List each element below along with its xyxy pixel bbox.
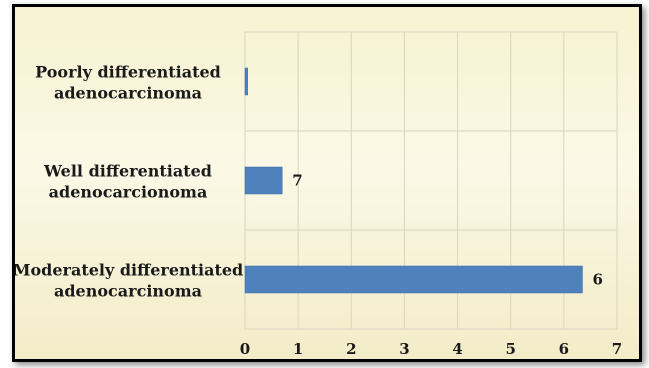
category-labels: Poorly differentiated adenocarcinoma Well … <box>15 63 243 301</box>
data-label: 7 <box>292 172 302 190</box>
x-tick-labels: 0 1 2 3 4 5 6 7 <box>240 340 622 358</box>
category-label: Moderately differentiated <box>15 261 243 280</box>
bar <box>244 166 283 195</box>
x-tick-label: 0 <box>240 340 250 358</box>
chart-frame: Poorly differentiated adenocarcinoma Well … <box>12 4 642 362</box>
category-label: adenocarcinoma <box>54 282 202 301</box>
category-label: Poorly differentiated <box>35 63 221 82</box>
x-tick-label: 5 <box>505 340 515 358</box>
x-tick-label: 1 <box>293 340 303 358</box>
bars <box>244 67 583 294</box>
grid-lines <box>244 31 618 330</box>
x-tick-label: 3 <box>399 340 409 358</box>
x-tick-label: 2 <box>346 340 356 358</box>
bar <box>244 67 248 96</box>
x-tick-label: 7 <box>612 340 622 358</box>
bar <box>244 265 583 294</box>
category-label: adenocarcionoma <box>49 183 208 202</box>
x-tick-label: 4 <box>452 340 462 358</box>
category-label: Well differentiated <box>43 162 212 181</box>
category-label: adenocarcinoma <box>54 84 202 103</box>
data-label: 6 <box>592 271 602 289</box>
bar-chart: Poorly differentiated adenocarcinoma Well … <box>15 31 622 358</box>
data-labels: 76 <box>292 172 603 289</box>
x-tick-label: 6 <box>559 340 569 358</box>
